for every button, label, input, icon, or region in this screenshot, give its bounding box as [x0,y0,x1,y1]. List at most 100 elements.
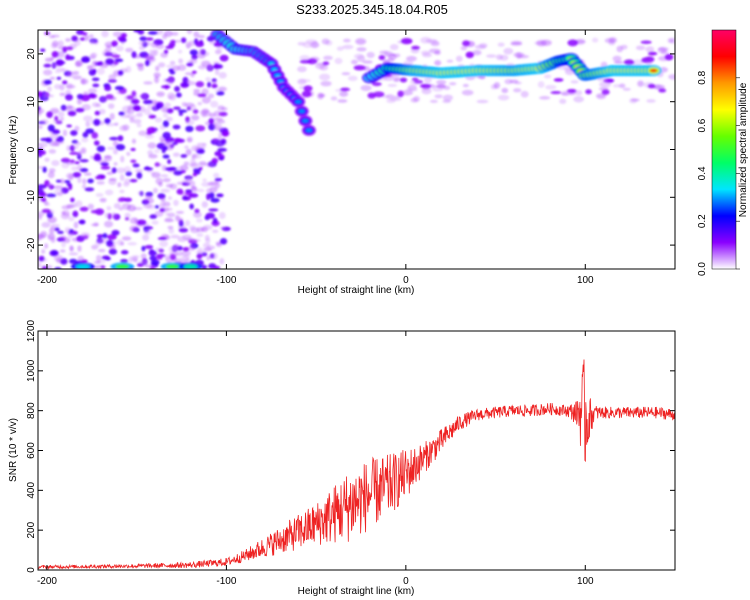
heatmap-cell [217,147,228,152]
heatmap-cell [132,119,142,124]
snr-y-axis-label: SNR (10 * v/v) [8,418,19,482]
heatmap-cell [51,142,59,147]
heatmap-cell [155,103,162,110]
heatmap-cell [56,76,62,80]
heatmap-cell [138,40,146,46]
snr-panel: -200 -100 0 100 0 200 400 600 800 1000 1200 Heigh… [8,319,676,597]
x-tick-label: 100 [577,576,594,587]
heatmap-cell [72,75,82,80]
heatmap-cell [127,241,138,246]
heatmap-cell [618,83,626,88]
heatmap-cell [173,137,182,143]
heatmap-cell [172,152,180,157]
heatmap-cell [140,253,147,260]
heatmap-cell [119,174,125,181]
heatmap-cell [162,120,170,128]
heatmap-cell [108,177,117,181]
heatmap-cell [573,96,585,103]
heatmap-cell [378,55,386,61]
heatmap-cell [165,212,170,217]
heatmap-cell [653,84,662,90]
heatmap-cell [420,36,432,44]
colorbar-tick-label: 0.6 [697,118,708,132]
heatmap-cell [190,145,200,152]
heatmap-cell [68,173,74,181]
heatmap-cell [128,256,134,263]
heatmap-cell [79,37,85,41]
heatmap-cell [305,128,312,132]
heatmap-cell [87,65,94,72]
heatmap-cell [152,187,158,194]
heatmap-cell [136,172,143,179]
heatmap-cell [212,121,218,129]
heatmap-cell [213,172,220,179]
heatmap-cell [40,197,47,202]
heatmap-cell [119,189,125,194]
heatmap-cell [106,171,114,175]
heatmap-cell [493,82,501,89]
heatmap-cell [137,190,144,196]
heatmap-cell [465,51,474,59]
heatmap-cell [206,255,211,261]
heatmap-cell [210,197,220,203]
heatmap-cell [219,54,229,62]
heatmap-cell [173,199,179,206]
heatmap-cell [198,48,206,54]
heatmap-cell [115,144,126,151]
heatmap-cell [38,211,45,217]
heatmap-cell [67,231,74,239]
heatmap-cell [162,177,171,183]
heatmap-cell [66,83,73,89]
heatmap-cell [351,59,358,65]
heatmap-cell [434,51,441,55]
colorbar-tick-label: 0.2 [697,214,708,228]
heatmap-cell [185,148,192,156]
heatmap-cell [214,49,222,55]
heatmap-cell [437,83,446,89]
x-tick-label: -100 [216,275,236,286]
heatmap-cell [154,210,164,217]
heatmap-cell [76,98,83,105]
heatmap-cell [540,39,552,46]
heatmap-cell [171,31,179,36]
heatmap-cell [95,176,102,180]
heatmap-cell [131,138,137,144]
heatmap-cell [182,195,189,201]
heatmap-cell [429,99,438,104]
heatmap-cell [646,99,656,103]
heatmap-cell [173,170,183,176]
heatmap-cell [44,243,49,249]
y-tick-label: 600 [26,442,37,459]
heatmap-cell [42,69,53,76]
heatmap-cell [184,72,193,76]
heatmap-cell [87,178,94,184]
heatmap-cell [146,126,157,134]
heatmap-cell [145,59,150,67]
heatmap-cell [202,242,211,248]
heatmap-cell [60,157,71,163]
heatmap-cell [91,132,99,139]
heatmap-cell [81,32,88,36]
heatmap-cell [138,130,148,136]
heatmap-cell [168,228,175,234]
heatmap-cell [107,79,117,83]
heatmap-cell [100,165,111,170]
heatmap-cell [41,266,48,269]
heatmap-cell [143,228,152,235]
y-tick-label: 200 [26,521,37,538]
heatmap-cell [69,245,74,252]
heatmap-cell [120,32,127,38]
heatmap-cell [423,77,432,84]
heatmap-y-axis-label: Frequency (Hz) [8,116,19,185]
heatmap-cell [71,35,78,42]
heatmap-cell [43,79,52,85]
heatmap-cell [162,131,171,139]
heatmap-cell [107,234,117,241]
heatmap-cell [612,84,621,88]
heatmap-cell [567,39,579,47]
heatmap-cell [80,232,90,239]
heatmap-cell [104,189,114,196]
heatmap-cell [178,112,183,116]
heatmap-cell [166,141,174,149]
heatmap-cell [130,98,140,105]
